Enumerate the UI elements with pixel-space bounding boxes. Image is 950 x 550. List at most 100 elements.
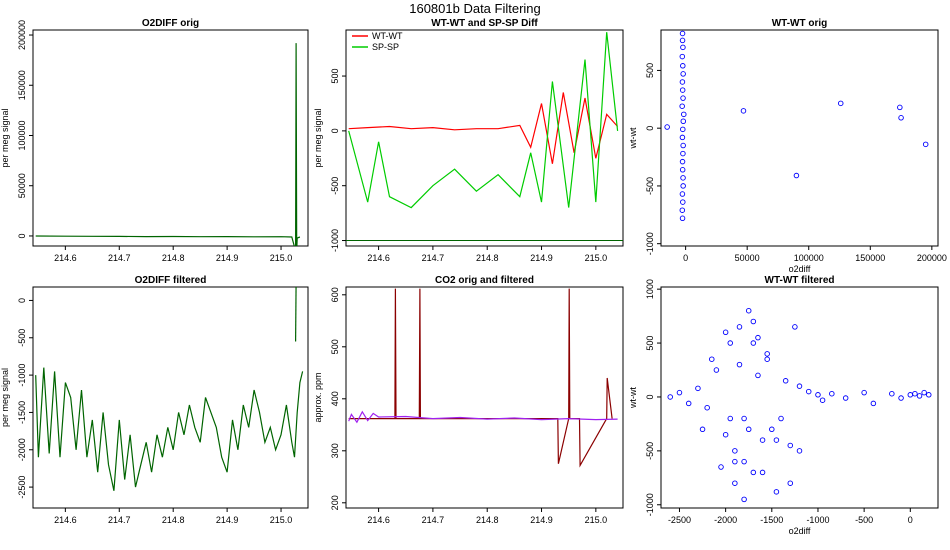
- y-tick-label: 500: [645, 336, 655, 351]
- scatter-point: [679, 53, 686, 60]
- y-tick-label: -1000: [645, 493, 655, 516]
- legend-label: SP-SP: [372, 42, 399, 52]
- x-tick-label: 214.9: [216, 515, 239, 525]
- scatter-point: [679, 191, 686, 197]
- x-tick-label: 215.0: [585, 253, 608, 263]
- x-tick-label: 214.6: [54, 253, 77, 263]
- x-tick-label: 215.0: [585, 515, 608, 525]
- y-axis-label: per meg signal: [0, 368, 10, 427]
- y-axis-label: per meg signal: [0, 108, 10, 167]
- y-tick-label: -500: [645, 177, 655, 195]
- scatter-point: [898, 395, 904, 401]
- x-tick-label: 50000: [735, 253, 760, 263]
- scatter-point: [755, 372, 761, 379]
- y-tick-label: 150000: [17, 70, 27, 100]
- y-tick-label: -500: [645, 442, 655, 460]
- scatter-point: [679, 30, 686, 37]
- y-tick-label: -1000: [330, 229, 340, 252]
- scatter-point: [805, 388, 812, 395]
- scatter-point: [695, 385, 701, 392]
- scatter-point: [664, 124, 670, 130]
- y-tick-label: 1000: [645, 279, 655, 299]
- scatter-point: [713, 367, 720, 373]
- scatter-point: [680, 71, 686, 77]
- plot-frame: [660, 286, 939, 509]
- scatter-point: [829, 390, 835, 397]
- x-tick-label: 214.9: [530, 253, 553, 263]
- scatter-point: [897, 104, 903, 111]
- x-tick-label: 214.8: [476, 253, 499, 263]
- x-tick-label: 214.8: [162, 253, 185, 263]
- scatter-point: [680, 183, 686, 189]
- scatter-point: [709, 356, 715, 362]
- series-line: [35, 43, 301, 246]
- y-tick-label: 500: [330, 339, 340, 354]
- scatter-point: [680, 118, 687, 125]
- panel-2: WT-WT and SP-SP Diff 214.6 214.7 214.8 214.9…: [313, 18, 624, 263]
- panel-title: WT-WT and SP-SP Diff: [431, 18, 538, 29]
- scatter-point: [685, 400, 692, 407]
- panel-3: WT-WT orig 0 50000 100000 150000 200000 -1000 -…: [628, 18, 947, 274]
- panel-title: O2DIFF orig: [142, 18, 199, 29]
- scatter-point: [815, 392, 821, 398]
- scatter-point: [722, 329, 729, 336]
- panel-1: O2DIFF orig 214.6 214.7 214.8 214.9 215.0 0 500…: [0, 18, 309, 263]
- y-axis-label: approx. ppm: [313, 372, 323, 422]
- series-line: [35, 367, 304, 491]
- panel-title: WT-WT filtered: [765, 275, 835, 286]
- scatter-point: [741, 458, 747, 465]
- scatter-point: [792, 324, 798, 330]
- series-line-filtered: [348, 410, 618, 424]
- y-tick-label: 0: [330, 128, 340, 133]
- x-tick-label: 200000: [917, 253, 947, 263]
- y-tick-label: -500: [17, 329, 27, 347]
- scatter-point: [680, 63, 686, 69]
- scatter-point: [750, 469, 757, 476]
- x-tick-label: 215.0: [270, 253, 293, 263]
- y-tick-label: 500: [645, 63, 655, 78]
- scatter-point: [679, 134, 686, 141]
- scatter-point: [907, 392, 914, 398]
- x-tick-label: 215.0: [270, 515, 293, 525]
- y-tick-label: 0: [17, 233, 27, 238]
- scatter-point: [679, 158, 686, 165]
- scatter-point: [736, 324, 743, 330]
- scatter-point: [680, 142, 686, 149]
- scatter-point: [676, 389, 683, 396]
- scatter-point: [773, 489, 780, 495]
- x-tick-label: 214.6: [54, 515, 77, 525]
- panel-4: O2DIFF filtered 214.6 214.7 214.8 214.9 215.0…: [0, 275, 309, 525]
- scatter-point: [680, 44, 686, 51]
- scatter-point: [796, 448, 803, 454]
- plot-frame: [32, 29, 309, 247]
- scatter-point: [680, 150, 686, 157]
- scatter-point: [778, 415, 784, 422]
- x-tick-label: 214.6: [367, 253, 390, 263]
- plot-area: [667, 307, 932, 503]
- scatter-point: [740, 108, 747, 114]
- scatter-point: [680, 175, 686, 181]
- y-tick-label: 400: [330, 391, 340, 406]
- scatter-point: [921, 389, 927, 396]
- panel-6: WT-WT filtered -2500 -2000 -1500 -1000 -500 0 -…: [628, 275, 939, 536]
- plot-frame: [345, 286, 624, 509]
- scatter-point: [782, 378, 789, 384]
- x-tick-label: 214.7: [422, 515, 445, 525]
- plot-area: [664, 30, 929, 222]
- x-tick-label: -1500: [760, 515, 783, 525]
- y-tick-label: -500: [330, 177, 340, 195]
- scatter-point: [750, 340, 757, 346]
- plot-frame: [32, 286, 309, 509]
- scatter-point: [787, 442, 794, 449]
- scatter-point: [769, 426, 775, 433]
- x-tick-label: 214.8: [476, 515, 499, 525]
- y-tick-label: 600: [330, 287, 340, 302]
- scatter-point: [745, 426, 752, 433]
- y-tick-label: 50000: [17, 173, 27, 198]
- scatter-point: [699, 426, 706, 433]
- scatter-point: [732, 458, 738, 465]
- scatter-point: [861, 389, 867, 396]
- y-tick-label: -2000: [17, 438, 27, 461]
- plot-frame: [660, 29, 939, 247]
